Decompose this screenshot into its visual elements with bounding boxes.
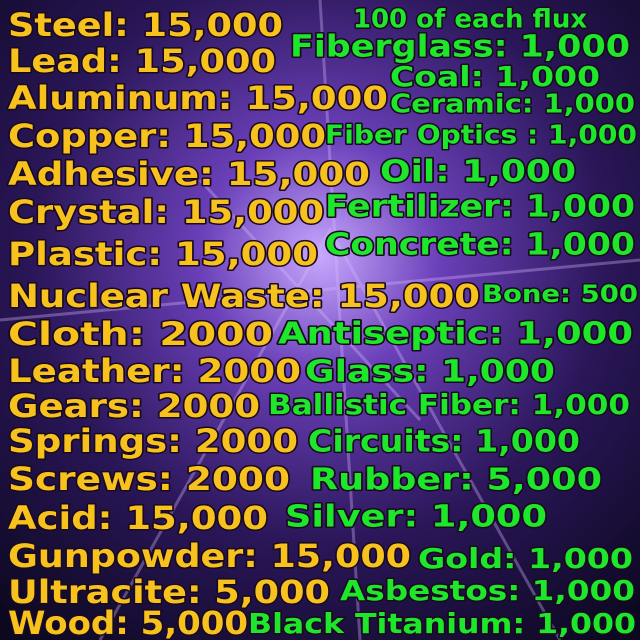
- flux-item: Black Titanium: 1,000: [248, 607, 636, 640]
- flux-item: Oil: 1,000: [380, 155, 576, 190]
- flux-item: Ceramic: 1,000: [390, 90, 635, 120]
- flux-item: Fertilizer: 1,000: [325, 190, 635, 225]
- flux-item: Fiberglass: 1,000: [290, 30, 630, 65]
- flux-item: Rubber: 5,000: [310, 463, 602, 498]
- material-item: Gunpowder: 15,000: [8, 537, 411, 575]
- heading: 100 of each flux: [353, 5, 587, 35]
- material-item: Cloth: 2000: [8, 315, 273, 353]
- material-item: Aluminum: 15,000: [8, 79, 388, 117]
- material-item: Lead: 15,000: [8, 42, 276, 80]
- material-item: Leather: 2000: [8, 352, 301, 390]
- flux-item: Antiseptic: 1,000: [278, 317, 633, 352]
- material-item: Steel: 15,000: [8, 6, 283, 44]
- material-item: Adhesive: 15,000: [8, 155, 370, 193]
- flux-item: Gold: 1,000: [418, 542, 633, 575]
- material-item: Screws: 2000: [8, 460, 290, 498]
- flux-item: Asbestos: 1,000: [340, 574, 635, 607]
- flux-item: Silver: 1,000: [285, 500, 547, 535]
- material-item: Ultracite: 5,000: [8, 573, 330, 611]
- material-item: Acid: 15,000: [8, 499, 268, 537]
- material-item: Crystal: 15,000: [8, 193, 324, 231]
- material-item: Springs: 2000: [8, 422, 298, 460]
- flux-item: Circuits: 1,000: [308, 425, 580, 460]
- material-item: Nuclear Waste: 15,000: [8, 277, 480, 315]
- material-item: Gears: 2000: [8, 387, 260, 425]
- material-item: Copper: 15,000: [8, 117, 326, 155]
- flux-item: Ballistic Fiber: 1,000: [268, 388, 630, 421]
- flux-item: Coal: 1,000: [390, 60, 600, 93]
- material-item: Wood: 5,000: [8, 604, 248, 640]
- flux-item: Bone: 500: [482, 280, 638, 308]
- flux-item: Concrete: 1,000: [325, 228, 635, 263]
- flux-item: Fiber Optics : 1,000: [325, 121, 637, 151]
- flux-item: Glass: 1,000: [305, 355, 555, 390]
- material-item: Plastic: 15,000: [8, 235, 318, 273]
